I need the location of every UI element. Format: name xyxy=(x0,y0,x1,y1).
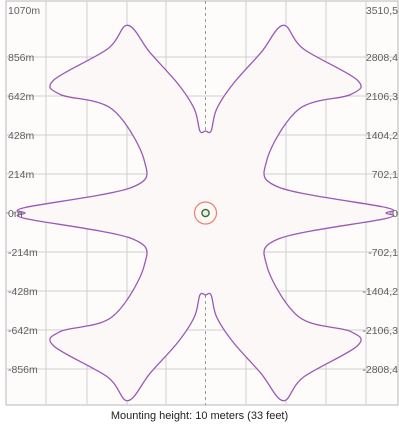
left-axis-tick-label: -856m xyxy=(8,364,38,376)
right-axis-tick-label: 2106,3 xyxy=(366,91,398,103)
right-axis-tick-label: 0 xyxy=(392,208,398,220)
left-axis-tick-label: 0m xyxy=(8,208,23,220)
right-axis-tick-label: -702,1 xyxy=(368,247,398,259)
right-axis-tick-label: 702,1 xyxy=(372,169,398,181)
left-axis-tick-label: -214m xyxy=(8,247,38,259)
left-axis-tick-label: 1070m xyxy=(8,5,40,17)
luminaire-icon xyxy=(193,201,218,225)
mounting-height-caption: Mounting height: 10 meters (33 feet) xyxy=(110,410,289,422)
right-axis-tick-label: 2808,4 xyxy=(366,52,398,64)
left-axis-tick-label: -642m xyxy=(8,325,38,337)
left-axis-tick-label: 856m xyxy=(8,52,35,64)
right-axis-tick-label: -2106,3 xyxy=(362,325,398,337)
left-axis-tick-label: 214m xyxy=(8,169,35,181)
right-axis-tick-label: 1404,2 xyxy=(366,130,398,142)
right-axis-tick-label: -1404,2 xyxy=(362,286,398,298)
right-axis-tick-label: 3510,5 xyxy=(366,5,398,17)
left-axis-tick-label: -428m xyxy=(8,286,38,298)
left-axis-tick-label: 428m xyxy=(8,130,35,142)
right-axis-tick-label: -2808,4 xyxy=(362,364,398,376)
left-axis-tick-label: 642m xyxy=(8,91,35,103)
